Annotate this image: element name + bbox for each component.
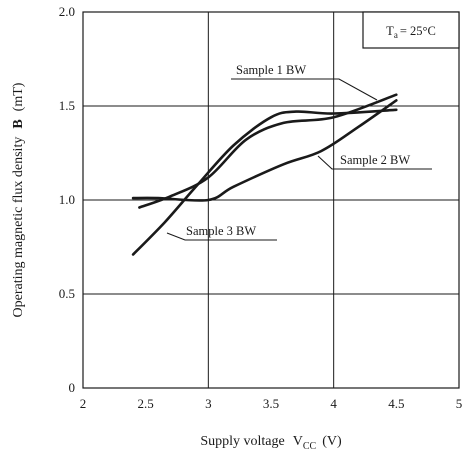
x-tick-label: 2 xyxy=(80,396,87,411)
series-line-sample-2 xyxy=(131,99,398,202)
plot-frame xyxy=(82,11,460,389)
sample-2-leader xyxy=(317,155,432,170)
sample-3-annotation: Sample 3 BW xyxy=(166,224,277,241)
series-line-sample-3 xyxy=(131,108,398,256)
x-tick-label: 3 xyxy=(205,396,212,411)
tick-labels: 2 2.5 3 3.5 4 4.5 5 0 0.5 1.0 1.5 2.0 xyxy=(59,4,462,411)
grid-layer xyxy=(83,12,459,388)
y-tick-label: 0.5 xyxy=(59,286,75,301)
y-axis-title: Operating magnetic flux densityB(mT) xyxy=(11,82,26,317)
sample-3-leader xyxy=(166,232,277,241)
x-axis-title: Supply voltage VCC (V) xyxy=(200,434,342,452)
sample-2-annotation: Sample 2 BW xyxy=(317,153,432,170)
condition-box: Ta = 25°C xyxy=(362,11,460,49)
x-tick-label: 4 xyxy=(330,396,337,411)
series-line-sample-1 xyxy=(138,93,398,209)
sample-1-label: Sample 1 BW xyxy=(236,63,306,77)
y-tick-label: 1.5 xyxy=(59,98,75,113)
sample-1-annotation: Sample 1 BW xyxy=(231,63,378,101)
x-tick-label: 4.5 xyxy=(388,396,404,411)
sample-3-label: Sample 3 BW xyxy=(186,224,256,238)
x-tick-label: 5 xyxy=(456,396,462,411)
y-tick-label: 1.0 xyxy=(59,192,75,207)
y-tick-label: 2.0 xyxy=(59,4,75,19)
x-tick-label: 2.5 xyxy=(138,396,154,411)
y-tick-label: 0 xyxy=(69,380,76,395)
condition-text: Ta = 25°C xyxy=(386,24,436,40)
sample-1-leader xyxy=(231,78,378,101)
x-tick-label: 3.5 xyxy=(263,396,279,411)
series-layer xyxy=(131,93,398,256)
sample-2-label: Sample 2 BW xyxy=(340,153,410,167)
